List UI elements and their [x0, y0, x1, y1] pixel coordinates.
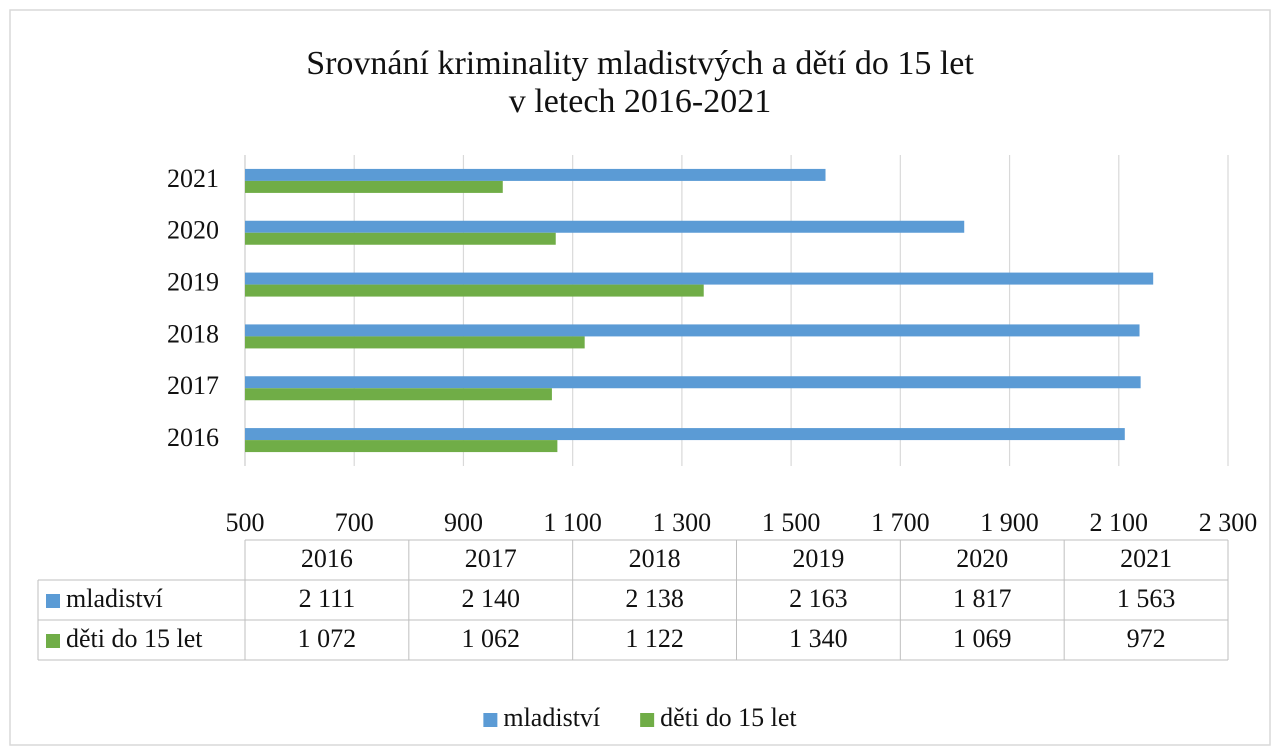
- x-tick-label: 1 300: [653, 508, 712, 537]
- chart-title: Srovnání kriminality mladistvých a dětí …: [306, 45, 974, 82]
- table-row-label: mladiství: [66, 584, 163, 613]
- table-header: 2017: [465, 544, 517, 573]
- table-cell: 2 111: [299, 584, 356, 613]
- table-cell: 1 122: [625, 624, 684, 653]
- table-header: 2020: [956, 544, 1008, 573]
- legend-label: děti do 15 let: [660, 703, 797, 732]
- y-tick-label: 2019: [167, 268, 219, 297]
- bar: [245, 376, 1141, 389]
- table-cell: 1 069: [953, 624, 1012, 653]
- table-row-label: děti do 15 let: [66, 624, 203, 653]
- x-tick-label: 700: [335, 508, 374, 537]
- table-cell: 1 062: [462, 624, 521, 653]
- y-tick-label: 2016: [167, 423, 219, 452]
- x-tick-label: 2 100: [1090, 508, 1149, 537]
- table-header: 2016: [301, 544, 353, 573]
- table-cell: 1 817: [953, 584, 1012, 613]
- legend-key: [483, 713, 498, 727]
- bar: [245, 168, 826, 181]
- x-tick-label: 1 100: [543, 508, 602, 537]
- legend-label: mladiství: [503, 703, 600, 732]
- table-header: 2019: [792, 544, 844, 573]
- x-tick-label: 1 900: [980, 508, 1039, 537]
- table-cell: 2 138: [625, 584, 684, 613]
- x-tick-label: 2 300: [1199, 508, 1258, 537]
- bar: [245, 272, 1154, 285]
- bar: [245, 336, 585, 349]
- bar: [245, 180, 503, 193]
- table-cell: 1 340: [789, 624, 848, 653]
- bar: [245, 284, 704, 297]
- table-header: 2018: [629, 544, 681, 573]
- x-tick-label: 500: [226, 508, 265, 537]
- x-tick-label: 1 500: [762, 508, 821, 537]
- bar: [245, 388, 552, 401]
- table-cell: 972: [1127, 624, 1166, 653]
- table-cell: 2 140: [462, 584, 521, 613]
- y-tick-label: 2017: [167, 371, 219, 400]
- chart-title: v letech 2016-2021: [509, 83, 772, 120]
- table-cell: 1 563: [1117, 584, 1176, 613]
- bar: [245, 440, 558, 453]
- y-tick-label: 2020: [167, 216, 219, 245]
- bar: [245, 232, 556, 245]
- bar: [245, 324, 1140, 337]
- legend-key: [640, 713, 655, 727]
- table-legend-key: [46, 594, 60, 608]
- x-tick-label: 1 700: [871, 508, 930, 537]
- y-tick-label: 2018: [167, 319, 219, 348]
- x-tick-label: 900: [444, 508, 483, 537]
- table-header: 2021: [1120, 544, 1172, 573]
- table-legend-key: [46, 634, 60, 648]
- bar: [245, 428, 1125, 441]
- y-tick-label: 2021: [167, 164, 219, 193]
- table-cell: 2 163: [789, 584, 848, 613]
- table-cell: 1 072: [298, 624, 357, 653]
- bar: [245, 220, 965, 233]
